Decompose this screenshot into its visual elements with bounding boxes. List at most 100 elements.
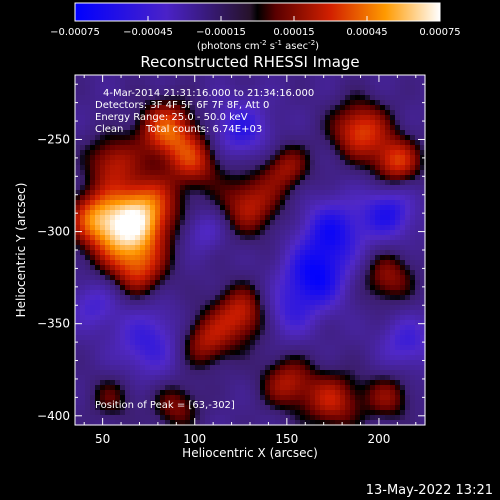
heatmap-cell [320,125,326,131]
heatmap-cell [415,135,421,141]
heatmap-cell [150,385,156,391]
heatmap-cell [180,105,186,111]
heatmap-cell [105,380,111,386]
heatmap-cell [345,205,351,211]
heatmap-cell [360,370,366,376]
heatmap-cell [325,365,331,371]
heatmap-cell [170,175,176,181]
heatmap-cell [185,150,191,156]
heatmap-cell [330,400,336,406]
heatmap-cell [75,285,81,291]
heatmap-cell [100,345,106,351]
heatmap-cell [185,330,191,336]
heatmap-cell [85,350,91,356]
heatmap-cell [375,230,381,236]
heatmap-cell [80,240,86,246]
heatmap-cell [410,220,416,226]
heatmap-cell [190,315,196,321]
heatmap-cell [175,375,181,381]
heatmap-cell [305,380,311,386]
heatmap-cell [290,185,296,191]
heatmap-cell [330,135,336,141]
heatmap-cell [110,315,116,321]
heatmap-cell [190,290,196,296]
heatmap-cell [260,360,266,366]
heatmap-cell [415,345,421,351]
heatmap-cell [130,245,136,251]
heatmap-cell [330,180,336,186]
heatmap-cell [295,385,301,391]
heatmap-cell [370,80,376,86]
heatmap-cell [265,120,271,126]
heatmap-cell [95,405,101,411]
heatmap-cell [400,100,406,106]
heatmap-cell [180,220,186,226]
heatmap-cell [185,380,191,386]
heatmap-cell [405,375,411,381]
heatmap-cell [115,375,121,381]
heatmap-cell [205,415,211,421]
heatmap-cell [360,100,366,106]
heatmap-cell [160,165,166,171]
heatmap-cell [415,140,421,146]
heatmap-cell [350,355,356,361]
heatmap-cell [305,395,311,401]
heatmap-cell [190,390,196,396]
heatmap-cell [375,175,381,181]
heatmap-cell [270,110,276,116]
heatmap-cell [140,150,146,156]
heatmap-cell [310,80,316,86]
heatmap-cell [245,270,251,276]
heatmap-cell [170,405,176,411]
heatmap-cell [145,200,151,206]
heatmap-cell [315,355,321,361]
heatmap-cell [105,235,111,241]
heatmap-cell [265,345,271,351]
heatmap-cell [80,280,86,286]
heatmap-cell [380,290,386,296]
heatmap-cell [300,360,306,366]
heatmap-cell [220,165,226,171]
heatmap-cell [115,410,121,416]
heatmap-cell [305,200,311,206]
heatmap-cell [90,125,96,131]
heatmap-cell [215,405,221,411]
heatmap-cell [335,390,341,396]
heatmap-cell [270,85,276,91]
heatmap-cell [85,85,91,91]
heatmap-cell [165,170,171,176]
heatmap-cell [255,110,261,116]
heatmap-cell [110,125,116,131]
heatmap-cell [275,270,281,276]
heatmap-cell [350,325,356,331]
heatmap-cell [295,80,301,86]
heatmap-cell [420,125,426,131]
heatmap-cell [165,415,171,421]
heatmap-cell [180,300,186,306]
heatmap-cell [260,240,266,246]
heatmap-cell [415,80,421,86]
heatmap-cell [105,85,111,91]
heatmap-cell [410,180,416,186]
heatmap-cell [340,170,346,176]
heatmap-cell [110,245,116,251]
heatmap-cell [350,125,356,131]
heatmap-cell [120,160,126,166]
heatmap-cell [145,390,151,396]
heatmap-cell [265,405,271,411]
heatmap-cell [135,200,141,206]
heatmap-cell [195,180,201,186]
heatmap-cell [375,125,381,131]
heatmap-cell [375,380,381,386]
heatmap-cell [405,410,411,416]
heatmap-cell [350,305,356,311]
heatmap-cell [365,90,371,96]
heatmap-cell [210,120,216,126]
heatmap-cell [350,350,356,356]
heatmap-cell [120,170,126,176]
heatmap-cell [310,85,316,91]
heatmap-cell [365,280,371,286]
heatmap-cell [265,145,271,151]
heatmap-cell [335,355,341,361]
heatmap-cell [265,195,271,201]
